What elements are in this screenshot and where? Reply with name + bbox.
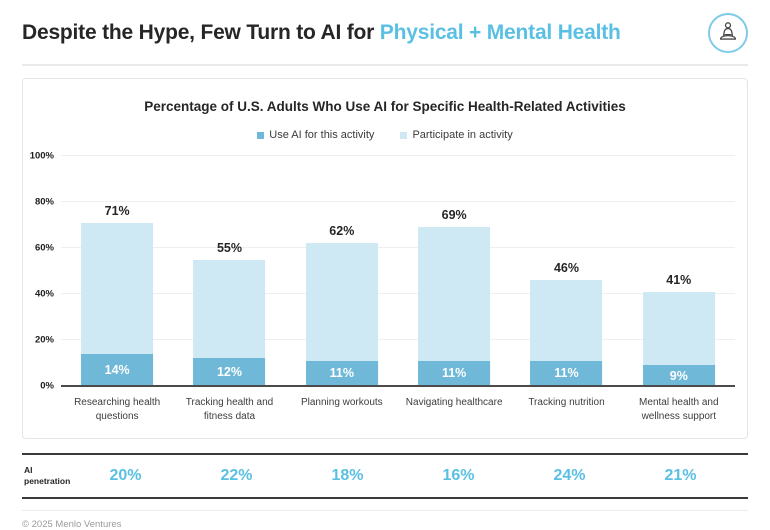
participation-value-label: 69% [441, 208, 467, 223]
legend-label: Participate in activity [412, 129, 513, 141]
bar-group: 12% 55% [173, 156, 285, 386]
gridline [61, 155, 735, 156]
y-tick-label: 100% [29, 150, 54, 162]
chart-title: Percentage of U.S. Adults Who Use AI for… [144, 99, 626, 114]
participation-value-label: 46% [553, 261, 579, 276]
gridline [61, 339, 735, 340]
ai-use-value-label: 11% [329, 366, 354, 381]
chart-card: Percentage of U.S. Adults Who Use AI for… [22, 78, 748, 439]
chart-area: 0% 20% 40% 60% 80% 100% 14% 71% 12% 55% 11% 62% 11%… [23, 151, 747, 392]
y-tick-label: 60% [34, 242, 54, 254]
ai-use-value-label: 9% [669, 368, 688, 383]
y-tick-label: 80% [34, 196, 54, 208]
page-header: Despite the Hype, Few Turn to AI for Phy… [22, 0, 748, 66]
ai-penetration-value: 20% [109, 467, 142, 484]
ai-penetration-value: 16% [442, 467, 475, 484]
ai-use-value-label: 11% [554, 366, 579, 381]
y-tick-label: 20% [34, 334, 54, 346]
legend-label: Use AI for this activity [269, 129, 375, 141]
participation-bar [418, 227, 491, 386]
legend-item: Use AI for this activity [257, 129, 374, 141]
y-tick-label: 40% [34, 288, 54, 300]
bars: 14% 71% 12% 55% 11% 62% 11% 69% 11% 46% 9% 41% [61, 156, 735, 386]
ai-penetration-value: 22% [220, 467, 253, 484]
participation-value-label: 55% [216, 240, 242, 255]
gridline [61, 247, 735, 248]
ai-penetration-label: AI penetration [24, 464, 71, 486]
ai-penetration-strip: AI penetration 20% 22% 18% 16% 24% 21% [22, 453, 748, 499]
page-title-accent: Physical + Mental Health [379, 21, 621, 44]
category-label: Mental health and wellness support [639, 397, 719, 422]
ai-use-bar [418, 360, 491, 386]
category-label: Researching health questions [74, 397, 161, 422]
legend-item: Participate in activity [400, 129, 513, 141]
chart-legend: Use AI for this activity Participate in a… [23, 129, 747, 141]
participation-value-label: 71% [104, 203, 130, 218]
page-title: Despite the Hype, Few Turn to AI for Phy… [22, 21, 621, 45]
participation-value-label: 41% [666, 272, 692, 287]
x-axis-labels: Researching health questions Tracking hea… [61, 396, 735, 424]
y-axis: 0% 20% 40% 60% 80% 100% [23, 151, 61, 392]
bar-group: 11% 46% [510, 156, 622, 386]
ai-use-value-label: 11% [441, 366, 467, 381]
x-axis-line [61, 385, 735, 387]
bar-group: 9% 41% [623, 156, 735, 386]
legend-swatch [257, 131, 265, 139]
category-label: Planning workouts [300, 397, 383, 408]
bar-group: 11% 62% [286, 156, 398, 386]
category-label: Tracking health and fitness data [185, 397, 274, 422]
meditation-icon [708, 13, 748, 53]
ai-use-value-label: 14% [104, 362, 130, 377]
ai-use-bar [193, 358, 266, 386]
ai-use-value-label: 12% [216, 365, 242, 380]
ai-penetration-value: 21% [664, 467, 697, 484]
bar-group: 14% 71% [61, 156, 173, 386]
category-label: Tracking nutrition [528, 397, 605, 408]
gridline [61, 293, 735, 294]
page-title-prefix: Despite the Hype, Few Turn to AI for [22, 21, 380, 44]
participation-value-label: 62% [329, 224, 355, 239]
ai-use-bar [530, 360, 603, 386]
y-tick-label: 0% [40, 380, 54, 392]
ai-penetration-value: 24% [553, 467, 586, 484]
gridline [61, 201, 735, 202]
category-label: Navigating healthcare [405, 397, 503, 408]
ai-penetration-value: 18% [331, 467, 364, 484]
ai-use-bar [81, 353, 154, 386]
ai-penetration-values: 20% 22% 18% 16% 24% 21% [70, 467, 736, 485]
bar-group: 11% 69% [398, 156, 510, 386]
plot: 14% 71% 12% 55% 11% 62% 11% 69% 11% 46% 9% 41% [61, 155, 735, 387]
copyright-text: © 2025 Menlo Ventures [22, 510, 748, 530]
ai-use-bar [305, 360, 378, 386]
legend-swatch [400, 131, 408, 139]
ai-use-bar [642, 365, 715, 386]
